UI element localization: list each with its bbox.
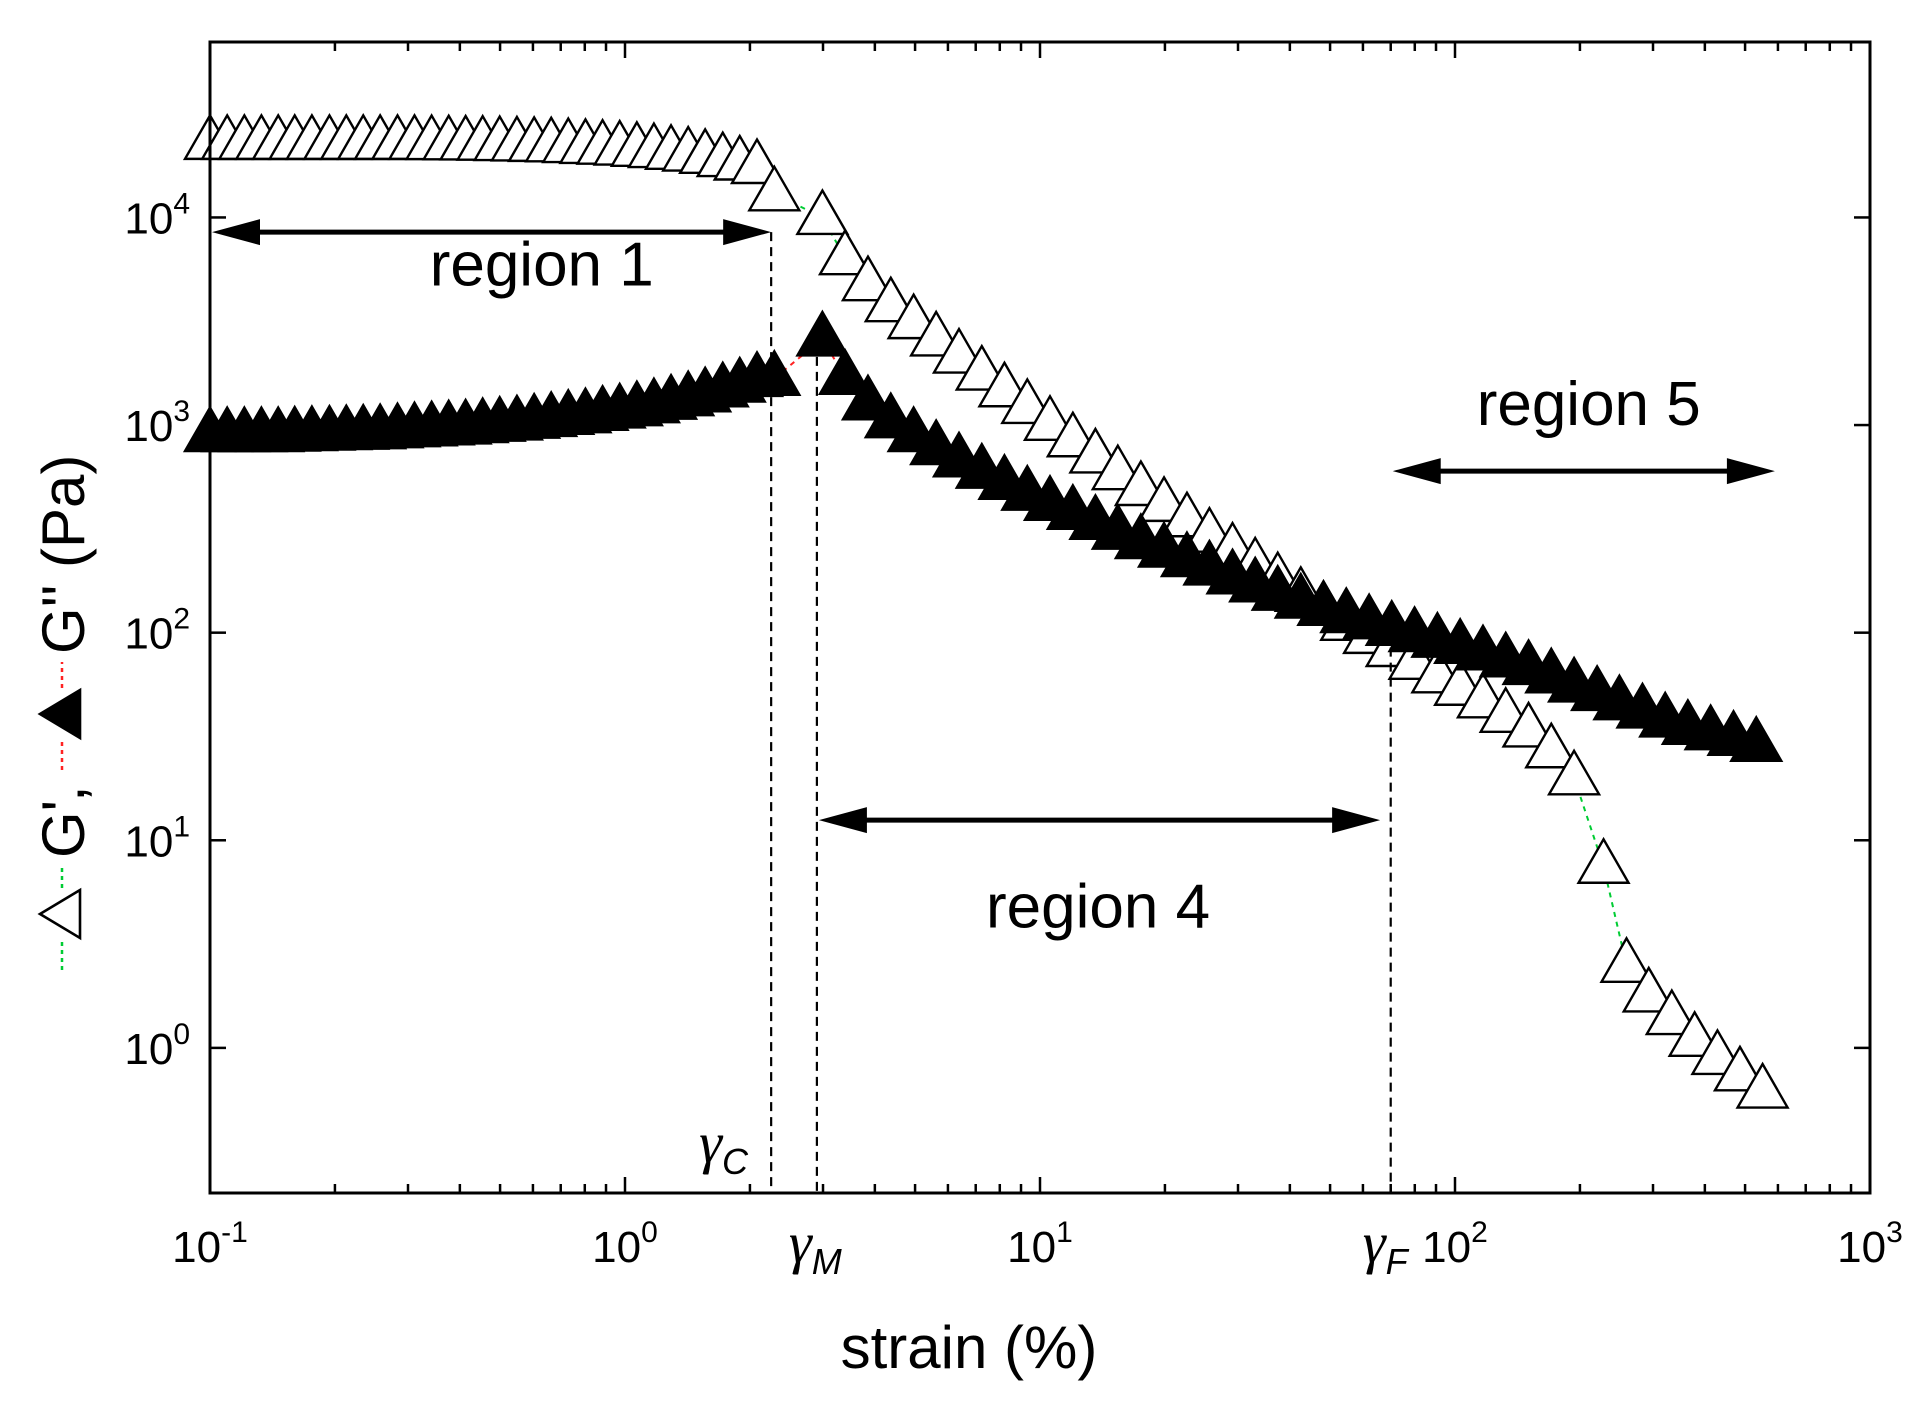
g-prime-point: [1501, 700, 1556, 748]
series-g-prime: [182, 112, 1790, 1109]
x-axis-title: strain (%): [841, 1314, 1098, 1381]
y-axis-label-g-prime: G': [30, 800, 97, 858]
region-arrow-1: [212, 219, 772, 246]
g-prime-point: [729, 137, 785, 185]
g-double-prime-point: [840, 373, 896, 421]
plot-frame: [208, 40, 1872, 1195]
y-axis-title: G', G'' (Pa): [30, 455, 97, 970]
gamma-label-c: γC: [699, 1110, 749, 1182]
axis-ticks: [208, 42, 1872, 1193]
y-tick-label: 101: [124, 810, 190, 866]
y-tick-label: 102: [124, 603, 190, 659]
g-prime-point: [817, 228, 873, 276]
y-tick-label: 103: [124, 395, 190, 451]
annotations: region 1 region 4 region 5 γC γM γF: [430, 231, 1701, 1282]
x-tick-label: 101: [1007, 1216, 1073, 1272]
g-prime-point: [747, 164, 802, 212]
region-label-1: region 1: [430, 231, 654, 300]
region-arrows: [212, 219, 1775, 834]
legend-g-double-prime-marker: [37, 687, 82, 741]
region-arrow-2: [818, 807, 1381, 834]
dashed-marker-lines: [770, 232, 1392, 1193]
plot-border: [208, 40, 1872, 1195]
g-prime-point: [1667, 1009, 1722, 1058]
g-prime-point: [840, 254, 896, 302]
axis-labels: 10-1 100 101 102 103 100 101 102 103 104: [124, 187, 1902, 1272]
g-prime-point: [1599, 935, 1654, 984]
g-double-prime-point: [747, 348, 802, 397]
x-tick-label: 102: [1422, 1216, 1488, 1272]
y-axis-label-unit: (Pa): [30, 455, 97, 568]
y-axis-label-g-double-prime: G'': [30, 584, 97, 654]
g-double-prime-point: [795, 309, 850, 357]
y-axis-label-sep: ,: [30, 785, 97, 802]
g-prime-point: [1735, 1061, 1790, 1109]
g-prime-point: [1546, 748, 1602, 796]
g-prime-point: [795, 188, 850, 236]
gamma-label-f: γF: [1363, 1210, 1410, 1282]
x-tick-label: 103: [1837, 1216, 1903, 1272]
g-double-prime-point: [817, 347, 873, 395]
g-prime-point: [909, 309, 964, 357]
y-tick-label: 104: [124, 187, 190, 243]
g-prime-point: [1644, 988, 1699, 1036]
g-double-prime-point: [1729, 714, 1784, 763]
series-g-double-prime: [182, 309, 1784, 763]
legend-g-prime-marker: [37, 887, 82, 941]
x-axis-title-text: strain (%): [841, 1314, 1098, 1381]
x-tick-label: 10-1: [172, 1216, 248, 1272]
region-label-2: region 4: [986, 873, 1210, 942]
region-arrow-3: [1392, 458, 1775, 485]
g-prime-point: [1621, 965, 1676, 1013]
g-prime-point: [1576, 836, 1631, 884]
gamma-label-m: γM: [789, 1210, 842, 1282]
x-tick-label: 100: [592, 1216, 658, 1272]
region-label-3: region 5: [1477, 370, 1701, 439]
y-axis-title-group: G', G'' (Pa): [30, 455, 97, 970]
g-prime-point: [1524, 721, 1579, 769]
y-tick-label: 100: [124, 1018, 190, 1074]
